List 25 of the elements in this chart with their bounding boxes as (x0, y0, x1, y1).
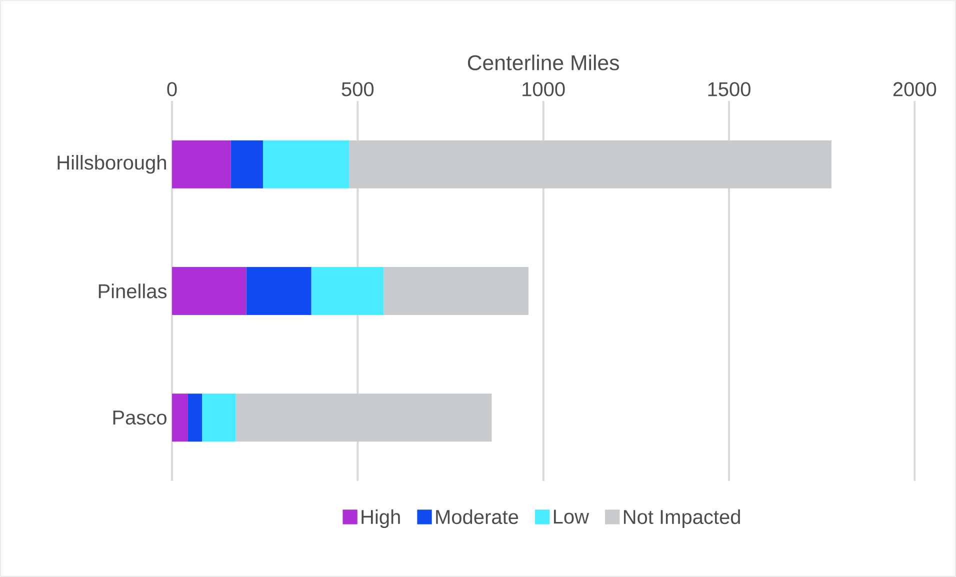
legend-label: High (362, 509, 400, 528)
bar (262, 140, 350, 188)
x-axis-title: Centerline Miles (468, 54, 619, 70)
x-tick-label: 1000 (522, 82, 565, 96)
y-tick-label: Pinellas (98, 284, 167, 298)
y-tick-label: Hillsborough (58, 155, 166, 174)
bar (236, 394, 492, 442)
bar (349, 140, 832, 188)
x-tick-label: 1500 (708, 82, 750, 96)
x-tick-label: 0 (167, 82, 177, 96)
y-tick-label: Pasco (113, 410, 166, 425)
legend-label: Not Impacted (624, 509, 740, 528)
bar (188, 394, 202, 442)
legend-label: Low (554, 510, 590, 524)
legend-label: Moderate (436, 509, 518, 524)
bar (311, 266, 384, 315)
bar (246, 266, 312, 315)
bar (172, 394, 188, 442)
bar (384, 266, 528, 315)
x-tick-label: 500 (342, 82, 374, 96)
bar (172, 266, 246, 315)
bar (202, 394, 236, 442)
bar (172, 140, 231, 188)
bar (230, 140, 263, 188)
x-tick-label: 2000 (893, 82, 936, 96)
